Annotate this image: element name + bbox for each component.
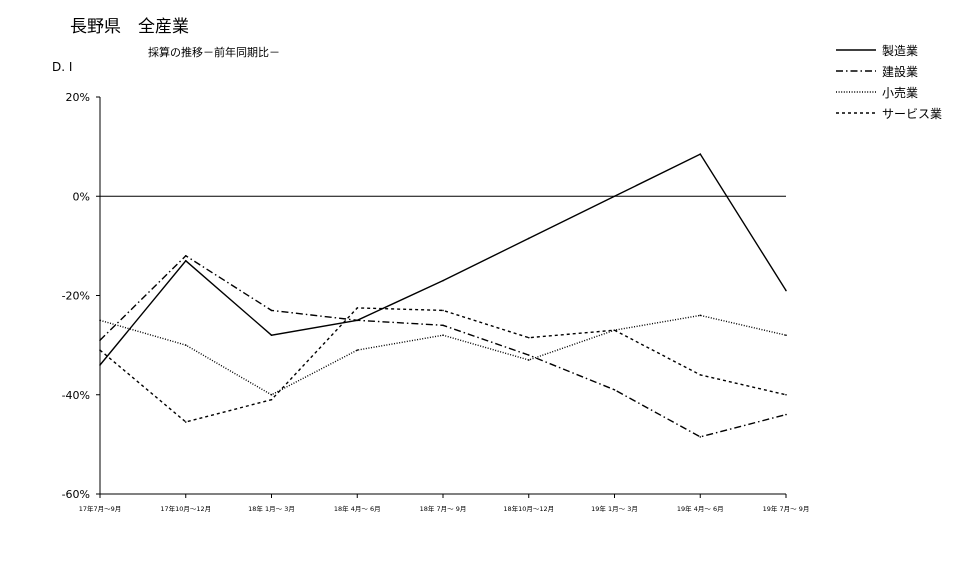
series-line <box>99 314 787 396</box>
data-point <box>270 334 273 337</box>
data-point <box>184 255 187 257</box>
data-point <box>270 398 273 401</box>
series-lines <box>99 153 787 438</box>
data-point <box>699 314 702 317</box>
data-point <box>527 359 530 361</box>
data-point <box>527 237 530 240</box>
x-tick-label: 18年 1月～ 3月 <box>248 504 295 513</box>
data-point <box>785 289 787 292</box>
data-point <box>356 319 359 322</box>
data-point <box>527 336 530 339</box>
data-point <box>99 349 101 351</box>
legend-label: 建設業 <box>882 64 918 79</box>
data-point <box>699 436 702 438</box>
data-point <box>613 329 616 332</box>
data-point <box>184 259 187 262</box>
y-tick-label: -20% <box>62 290 90 303</box>
data-point <box>699 153 702 155</box>
data-point <box>99 364 101 366</box>
data-point <box>785 393 787 396</box>
x-tick-label: 17年7月～9月 <box>79 504 122 513</box>
data-point <box>270 393 273 396</box>
x-tick-label: 18年10月～12月 <box>503 504 554 513</box>
legend-label: 製造業 <box>882 44 918 58</box>
y-tick-label: -60% <box>62 488 90 501</box>
data-point <box>356 349 359 351</box>
legend-label: 小売業 <box>882 85 918 100</box>
data-point <box>184 421 187 423</box>
y-tick-label: 0% <box>73 190 90 203</box>
y-axis-label: D. I <box>52 60 72 74</box>
data-point <box>99 319 101 322</box>
data-point <box>270 309 273 312</box>
data-point <box>356 307 359 309</box>
data-point <box>442 324 444 327</box>
data-point <box>184 344 187 346</box>
y-tick-label: -40% <box>62 389 90 402</box>
data-point <box>527 354 530 356</box>
x-tick-label: 19年 7月～ 9月 <box>763 504 810 513</box>
data-point <box>785 413 787 416</box>
data-point <box>442 309 444 312</box>
x-tick-label: 17年10月～12月 <box>160 504 211 513</box>
x-tick-label: 19年 1月～ 3月 <box>591 504 638 513</box>
data-point <box>785 334 787 337</box>
x-tick-label: 18年 4月～ 6月 <box>334 504 381 513</box>
x-tick-label: 19年 4月～ 6月 <box>677 504 724 513</box>
data-point <box>699 374 702 376</box>
data-point <box>613 195 616 198</box>
chart-title: 長野県 全産業 <box>70 17 189 37</box>
data-point <box>442 334 444 337</box>
data-point <box>613 388 616 391</box>
data-point <box>99 339 101 341</box>
series-line <box>99 254 787 438</box>
series-line <box>99 153 787 366</box>
legend-label: サービス業 <box>882 107 942 121</box>
x-tick-label: 18年 7月～ 9月 <box>420 504 467 513</box>
data-point <box>442 279 444 282</box>
chart-subtitle: 採算の推移－前年同期比－ <box>148 45 280 59</box>
y-tick-label: 20% <box>66 91 90 104</box>
axes: 20% 0% -20% -40% -60% 17年7月～9月 17年10月～12月 18年 1… <box>62 91 810 513</box>
